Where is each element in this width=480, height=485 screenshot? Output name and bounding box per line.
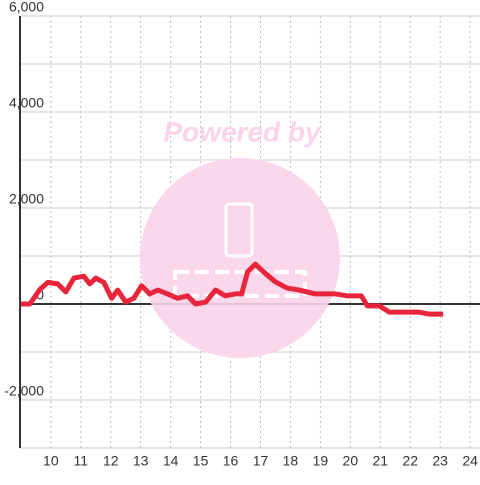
x-tick-label: 14 bbox=[163, 453, 179, 469]
y-tick-label: 6,000 bbox=[9, 0, 44, 15]
x-tick-label: 11 bbox=[74, 453, 89, 469]
x-tick-label: 22 bbox=[402, 453, 418, 469]
x-tick-label: 13 bbox=[133, 453, 149, 469]
x-tick-label: 15 bbox=[193, 453, 209, 469]
y-tick-label: 4,000 bbox=[9, 95, 44, 111]
watermark-logo bbox=[140, 158, 340, 358]
x-tick-label: 23 bbox=[432, 453, 448, 469]
y-tick-label: 0 bbox=[36, 287, 44, 303]
watermark-text: Powered by bbox=[163, 116, 322, 147]
x-tick-label: 16 bbox=[223, 453, 239, 469]
x-tick-label: 18 bbox=[283, 453, 299, 469]
x-tick-label: 19 bbox=[313, 453, 329, 469]
x-tick-label: 20 bbox=[343, 453, 359, 469]
x-tick-label: 10 bbox=[43, 453, 59, 469]
x-tick-label: 24 bbox=[462, 453, 478, 469]
y-tick-label: 2,000 bbox=[9, 191, 44, 207]
x-tick-label: 12 bbox=[103, 453, 119, 469]
x-tick-label: 17 bbox=[253, 453, 269, 469]
data-line bbox=[20, 261, 444, 317]
x-tick-label: 21 bbox=[372, 453, 388, 469]
y-tick-label: -2,000 bbox=[4, 383, 44, 399]
